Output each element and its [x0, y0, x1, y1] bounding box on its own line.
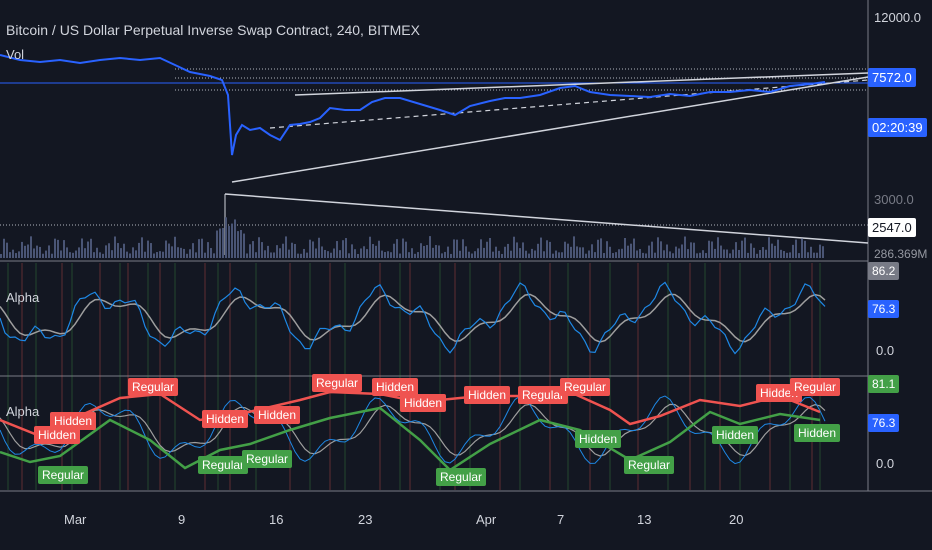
symbol-title[interactable]: Bitcoin / US Dollar Perpetual Inverse Sw… — [6, 22, 420, 38]
regular-bearish-label: Regular — [128, 378, 179, 396]
trendline-lower[interactable] — [231, 76, 869, 183]
time-label-9: 9 — [178, 512, 186, 527]
regular-bearish-label: Regular — [560, 378, 611, 396]
time-label-23: 23 — [358, 512, 373, 527]
trendline-dashed[interactable] — [269, 79, 869, 129]
hidden-bullish-label: Hidden — [794, 424, 841, 442]
bullish-divergence-line — [0, 406, 821, 472]
volume-value-tag: 286.369M — [874, 247, 928, 261]
regular-bullish-label: Regular — [198, 456, 249, 474]
hidden-bearish-label: Hidden — [34, 426, 81, 444]
hidden-bearish-label: Hidden — [372, 378, 419, 396]
hidden-bullish-label: Hidden — [575, 430, 622, 448]
alpha2-signal-line — [0, 403, 826, 457]
time-label-mar: Mar — [64, 512, 87, 527]
time-label-7: 7 — [557, 512, 565, 527]
low-price-tag: 2547.0 — [868, 218, 916, 237]
last-price-tag: 7572.0 — [868, 68, 916, 87]
alpha2-value-tag: 76.3 — [868, 414, 900, 432]
time-label-20: 20 — [729, 512, 744, 527]
hidden-bearish-label: Hidden — [50, 412, 97, 430]
price-axis-top: 12000.0 — [874, 10, 921, 25]
alpha-zero-label: 0.0 — [876, 343, 895, 358]
price-axis-mid: 3000.0 — [874, 192, 914, 207]
trendline-upper[interactable] — [294, 72, 869, 96]
regular-bearish-label: Regular — [312, 374, 363, 392]
hidden-bullish-label: Hidden — [712, 426, 759, 444]
countdown-tag: 02:20:39 — [868, 118, 927, 137]
regular-bullish-label: Regular — [38, 466, 89, 484]
alpha-value-tag: 76.3 — [868, 300, 900, 318]
volume-indicator-label[interactable]: Vol — [6, 47, 25, 62]
hidden-bearish-label: Hidden — [400, 394, 447, 412]
price-series — [0, 54, 826, 156]
regular-bullish-label: Regular — [436, 468, 487, 486]
regular-bearish-label: Regular — [518, 386, 569, 404]
regular-bearish-label: Regular — [790, 378, 841, 396]
alpha2-top-tag: 81.1 — [868, 375, 900, 393]
regular-bullish-label: Regular — [242, 450, 293, 468]
hidden-bearish-label: Hidden — [464, 386, 511, 404]
hidden-bearish-label: Hidden — [254, 406, 301, 424]
alpha-top-tag: 86.2 — [868, 262, 900, 280]
time-label-apr: Apr — [476, 512, 497, 527]
regular-bullish-label: Regular — [624, 456, 675, 474]
alpha2-zero-label: 0.0 — [876, 456, 895, 471]
trendline-descending[interactable] — [224, 193, 869, 244]
alpha2-indicator-label[interactable]: Alpha — [6, 404, 40, 419]
alpha-indicator-label[interactable]: Alpha — [6, 290, 40, 305]
time-label-16: 16 — [269, 512, 284, 527]
alpha-line — [0, 281, 826, 355]
time-label-13: 13 — [637, 512, 652, 527]
volume-bars — [0, 217, 824, 258]
hidden-bearish-label: Hidden — [202, 410, 249, 428]
